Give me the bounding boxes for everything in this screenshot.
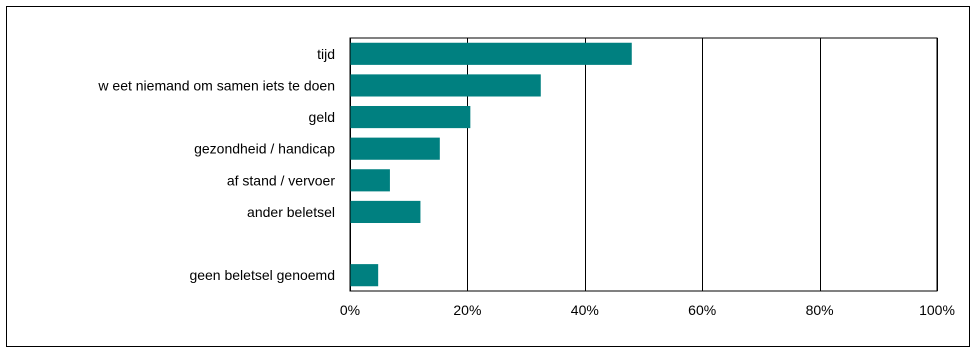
bar [350,105,471,129]
x-tick-label: 20% [453,302,481,318]
x-tick-labels: 0% 20% 40% 60% 80% 100% [340,302,955,318]
x-tick-label: 0% [340,302,360,318]
x-tick-label: 40% [571,302,599,318]
category-label: geld [309,109,335,125]
category-labels: tijd w eet niemand om samen iets te doen g… [97,46,335,283]
bar [350,169,390,192]
x-tick-label: 60% [688,302,716,318]
bar [350,264,379,287]
plot-area-border [349,37,938,292]
bar [350,200,421,224]
category-label: w eet niemand om samen iets te doen [97,77,335,93]
bars [350,42,632,287]
bar [350,74,541,97]
x-tick-label: 80% [806,302,834,318]
category-label: gezondheid / handicap [194,141,335,157]
bar [350,42,632,65]
category-label: af stand / vervoer [227,172,336,188]
category-label: geen beletsel genoemd [189,267,335,283]
category-label: tijd [317,46,335,62]
category-label: ander beletsel [247,204,335,220]
bar [350,137,440,160]
x-tick-label: 100% [919,302,955,318]
